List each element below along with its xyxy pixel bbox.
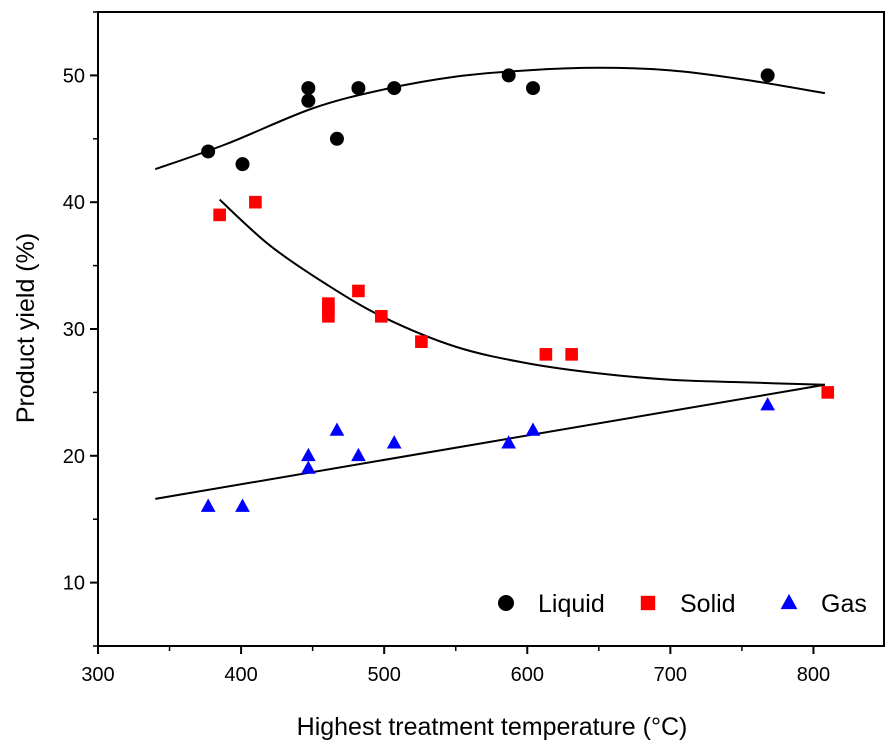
gas-point <box>235 498 250 512</box>
liquid-point <box>301 93 316 108</box>
legend-label-gas: Gas <box>821 590 867 618</box>
fit-curve-gas <box>155 383 826 500</box>
liquid-point <box>301 81 316 96</box>
solid-point <box>565 348 578 361</box>
y-axis-ticks: 10 20 30 40 50 <box>63 11 98 647</box>
solid-point <box>539 348 553 361</box>
solid-point <box>352 284 365 298</box>
gas-point <box>386 435 402 449</box>
y-tick-label: 50 <box>63 65 85 87</box>
legend-marker-gas <box>780 593 798 610</box>
solid-point <box>415 335 428 348</box>
plot-frame <box>97 11 885 647</box>
y-axis-label: Product yield (%) <box>12 233 40 423</box>
fit-curves <box>154 66 826 500</box>
y-tick-label: 20 <box>63 446 85 468</box>
liquid-point <box>760 68 775 83</box>
x-tick-label: 300 <box>81 664 114 686</box>
solid-point <box>213 208 226 222</box>
legend-marker-liquid <box>498 595 514 611</box>
plot-border <box>97 11 885 647</box>
legend-label-liquid: Liquid <box>538 590 605 618</box>
solid-point <box>375 310 388 323</box>
gas-point <box>525 422 541 436</box>
legend: Liquid Solid Gas <box>498 590 867 618</box>
legend-marker-solid <box>640 595 656 611</box>
gas-point <box>329 422 345 436</box>
solid-point <box>322 297 335 310</box>
fit-curve-solid <box>218 198 825 386</box>
x-tick-label: 700 <box>654 664 687 686</box>
data-points <box>200 68 835 512</box>
liquid-point <box>329 131 344 146</box>
liquid-point <box>387 81 402 96</box>
liquid-point <box>351 81 366 96</box>
solid-point <box>821 386 835 399</box>
x-tick-label: 400 <box>224 664 257 686</box>
gas-point <box>760 397 776 411</box>
x-axis-ticks: 300 400 500 600 700 800 <box>81 646 830 686</box>
liquid-point <box>501 68 516 83</box>
x-tick-label: 800 <box>797 664 830 686</box>
x-axis-label: Highest treatment temperature (°C) <box>297 713 688 741</box>
y-tick-label: 40 <box>63 192 85 214</box>
liquid-point <box>525 81 540 96</box>
gas-point <box>200 498 216 512</box>
liquid-point <box>235 157 250 172</box>
liquid-point <box>201 144 216 159</box>
legend-label-solid: Solid <box>680 590 736 618</box>
gas-point <box>300 447 316 462</box>
gas-point <box>501 435 517 449</box>
solid-point <box>249 195 262 209</box>
y-tick-label: 30 <box>63 319 85 341</box>
gas-point <box>300 460 316 474</box>
y-tick-label: 10 <box>63 573 85 595</box>
gas-point <box>351 447 366 462</box>
fit-curve-liquid <box>154 66 826 171</box>
x-tick-label: 600 <box>511 664 544 686</box>
x-tick-label: 500 <box>367 664 400 686</box>
